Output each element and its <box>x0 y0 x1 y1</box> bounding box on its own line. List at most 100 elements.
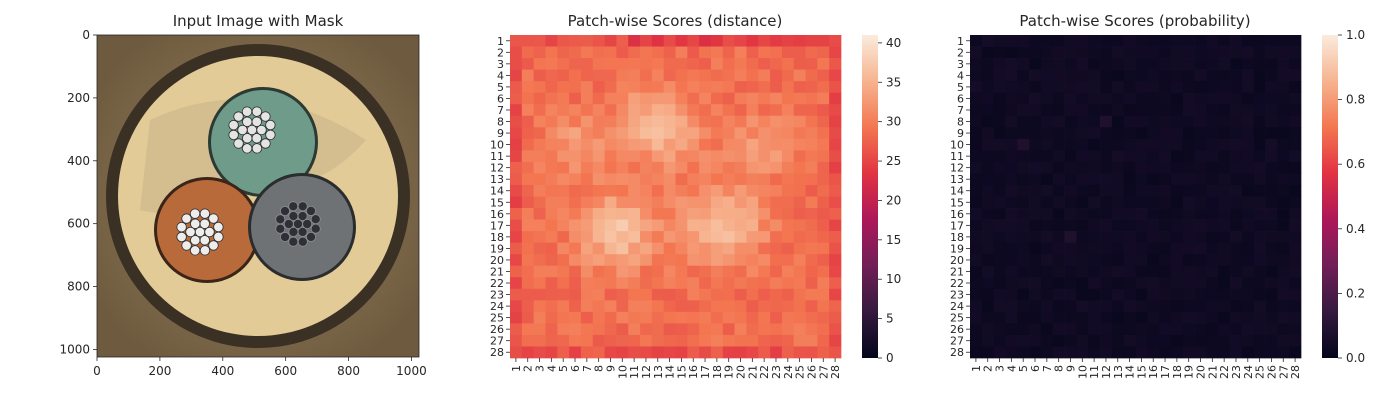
heatmap-cell <box>1206 323 1219 336</box>
heatmap-cell <box>710 92 724 105</box>
heatmap-cell <box>1088 346 1101 359</box>
heatmap-cell <box>1241 265 1255 278</box>
heatmap-cell <box>663 127 676 140</box>
y-tick-label: 13 <box>490 173 504 186</box>
heatmap-cell <box>1111 288 1125 301</box>
heatmap-cell <box>640 127 653 140</box>
heatmap-cell <box>1076 138 1089 151</box>
heatmap-cell <box>970 150 983 163</box>
heatmap-cell <box>687 138 700 151</box>
heatmap-cell <box>675 288 688 301</box>
heatmap-cell <box>993 277 1006 290</box>
heatmap-cell <box>1194 196 1207 209</box>
heatmap-cell <box>817 288 830 301</box>
heatmap-cell <box>1052 208 1065 220</box>
heatmap-cell <box>758 81 771 94</box>
heatmap-cell <box>1182 127 1195 140</box>
heatmap-cell <box>580 184 594 197</box>
heatmap-cell <box>604 288 617 301</box>
heatmap-cell <box>699 196 712 209</box>
heatmap-cell <box>746 196 759 209</box>
strand <box>275 214 286 225</box>
heatmap-cell <box>758 311 771 324</box>
heatmap-cell <box>1218 254 1231 267</box>
heatmap-cell <box>663 150 676 163</box>
heatmap-cell <box>1206 69 1219 82</box>
heatmap-cell <box>1040 323 1054 336</box>
heatmap-cell <box>722 288 735 301</box>
heatmap-cell <box>557 242 570 255</box>
x-tick-label: 1 <box>970 365 983 372</box>
heatmap-cell <box>1088 196 1101 209</box>
heatmap-cell <box>616 300 629 313</box>
heatmap-cell <box>1040 92 1054 105</box>
heatmap-cell <box>1170 334 1184 347</box>
heatmap-cell <box>663 196 676 209</box>
heatmap-cell <box>734 346 747 359</box>
heatmap-cell <box>592 334 605 347</box>
heatmap-cell <box>663 254 676 267</box>
heatmap-cell <box>1123 254 1136 267</box>
heatmap-cell <box>616 173 629 186</box>
heatmap-cell <box>557 81 570 94</box>
heatmap-cell <box>1253 208 1266 220</box>
heatmap-cell <box>805 196 818 209</box>
heatmap-cell <box>1182 184 1195 197</box>
heatmap-cell <box>521 173 534 186</box>
heatmap-cell <box>793 242 806 255</box>
strand <box>199 235 210 246</box>
heatmap-cell <box>1135 58 1148 70</box>
heatmap-cell <box>640 196 653 209</box>
heatmap-cell <box>1100 334 1113 347</box>
heatmap-cell <box>781 346 795 359</box>
heatmap-cell <box>1052 58 1065 70</box>
heatmap-cell <box>628 127 641 140</box>
heatmap-cell <box>616 219 629 232</box>
y-tick-label: 2 <box>957 46 964 59</box>
heatmap-cell <box>1159 184 1172 197</box>
heatmap-cell <box>981 277 994 290</box>
heatmap-cell <box>710 208 724 220</box>
heatmap-cell <box>1111 104 1125 117</box>
heatmap-cell <box>1218 208 1231 220</box>
heatmap-cell <box>1029 150 1042 163</box>
heatmap-cell <box>981 300 994 313</box>
heatmap-cell <box>722 173 735 186</box>
heatmap-cell <box>1147 161 1160 174</box>
heatmap-cell <box>545 265 558 278</box>
x-tick-label: 25 <box>1254 365 1267 379</box>
heatmap-cell <box>1123 127 1136 140</box>
heatmap-cell <box>699 242 712 255</box>
heatmap-cell <box>1253 115 1266 128</box>
heatmap-cell <box>1005 46 1018 59</box>
heatmap-cell <box>1017 242 1030 255</box>
heatmap-cell <box>1135 323 1148 336</box>
heatmap-cell <box>781 104 795 117</box>
heatmap-cell <box>770 184 783 197</box>
heatmap-cell <box>1277 254 1290 267</box>
heatmap-cell <box>1123 323 1136 336</box>
colorbar-tick-label: 0.0 <box>1346 351 1365 365</box>
heatmap-cell <box>510 254 523 267</box>
heatmap-cell <box>628 196 641 209</box>
heatmap-cell <box>533 265 546 278</box>
heatmap-cell <box>970 242 983 255</box>
heatmap-cell <box>817 242 830 255</box>
heatmap-cell <box>829 173 842 186</box>
strand <box>288 236 299 247</box>
heatmap-cell <box>1277 127 1290 140</box>
heatmap-cell <box>1064 92 1077 105</box>
heatmap-cell <box>1064 254 1077 267</box>
heatmap-cell <box>970 104 983 117</box>
heatmap-cell <box>746 219 759 232</box>
heatmap-cell <box>722 104 735 117</box>
heatmap-cell <box>569 184 582 197</box>
heatmap-cell <box>1123 196 1136 209</box>
heatmap-cell <box>675 231 688 243</box>
heatmap-cell <box>829 69 842 82</box>
heatmap-cell <box>1135 150 1148 163</box>
heatmap-cell <box>1017 161 1030 174</box>
heatmap-cell <box>1029 254 1042 267</box>
heatmap-cell <box>1100 184 1113 197</box>
y-tick-label: 18 <box>490 231 504 244</box>
